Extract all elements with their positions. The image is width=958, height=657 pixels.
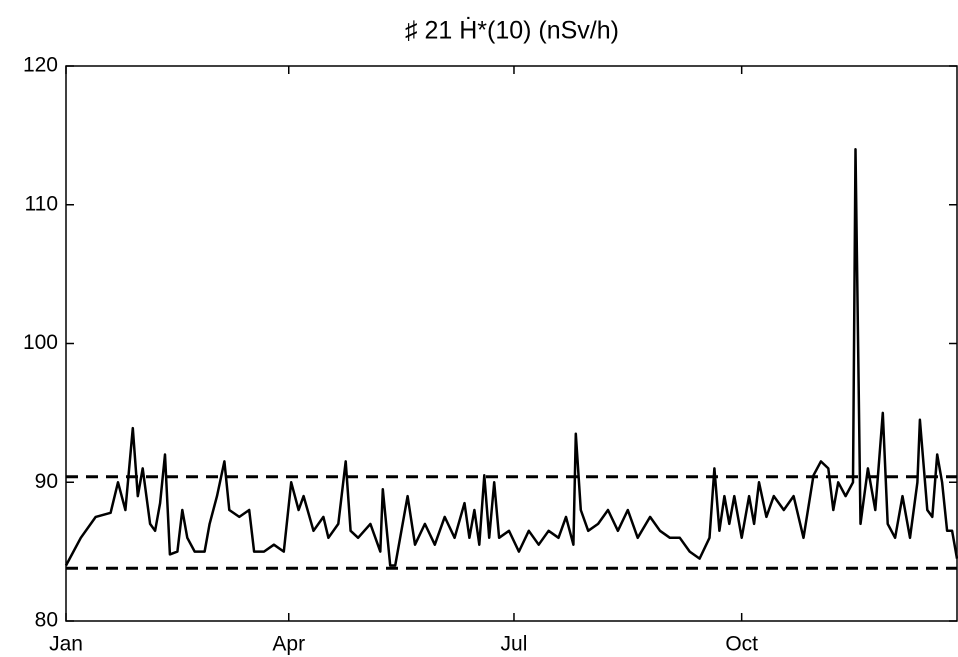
x-tick-label: Jul	[501, 633, 528, 656]
y-tick-label: 100	[23, 331, 58, 354]
chart-title: ♯ 21 Ḣ*(10) (nSv/h)	[405, 16, 619, 45]
y-tick-label: 120	[23, 54, 58, 77]
y-tick-label: 110	[25, 192, 58, 215]
x-tick-label: Oct	[725, 633, 758, 656]
x-tick-label: Jan	[49, 633, 83, 656]
data-line	[64, 148, 958, 567]
y-tick-label: 90	[35, 470, 58, 493]
x-tick-label: Apr	[272, 633, 305, 656]
y-tick-label: 80	[35, 609, 58, 632]
